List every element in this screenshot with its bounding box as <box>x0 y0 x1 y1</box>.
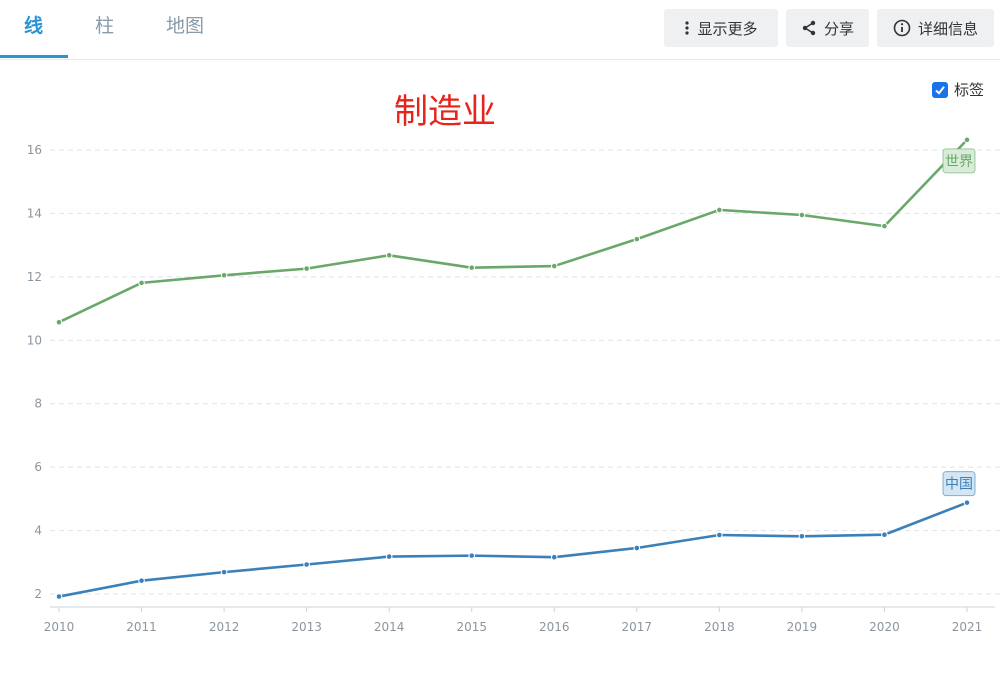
data-point <box>220 271 228 279</box>
data-point <box>881 531 888 538</box>
share-icon <box>801 20 817 36</box>
data-point <box>55 593 63 600</box>
tab-map[interactable]: 地图 <box>166 15 205 37</box>
x-tick-label: 2020 <box>869 620 900 634</box>
series-end-label: 世界 <box>945 154 973 170</box>
x-tick-label: 2012 <box>209 620 240 634</box>
x-tick-label: 2019 <box>787 620 818 634</box>
active-tab-indicator <box>0 55 68 58</box>
x-tick-label: 2015 <box>456 620 487 634</box>
data-point <box>385 553 393 560</box>
show-more-button[interactable]: 显示更多 <box>664 9 778 47</box>
series-line <box>58 138 968 324</box>
y-tick-label: 12 <box>27 270 42 284</box>
labels-checkbox[interactable] <box>932 81 948 98</box>
data-point <box>468 264 476 271</box>
data-point <box>138 279 145 287</box>
y-tick-label: 14 <box>27 206 42 220</box>
data-point <box>550 262 558 270</box>
data-point <box>303 265 310 272</box>
data-point <box>55 318 63 326</box>
data-point <box>468 552 476 559</box>
x-tick-label: 2011 <box>126 620 157 634</box>
series-end-label: 中国 <box>945 477 973 493</box>
data-point <box>963 499 971 506</box>
x-tick-label: 2010 <box>44 620 75 634</box>
details-label: 详细信息 <box>917 19 978 38</box>
info-icon <box>893 19 911 37</box>
x-tick-label: 2021 <box>952 620 983 634</box>
chart-title: 制造业 <box>394 92 496 132</box>
tab-bar[interactable]: 柱 <box>95 15 115 37</box>
data-point <box>633 544 641 552</box>
more-vertical-icon <box>684 20 690 36</box>
x-tick-label: 2013 <box>291 620 322 634</box>
data-point <box>138 577 145 584</box>
data-point <box>716 206 723 214</box>
data-point <box>798 532 806 540</box>
data-point <box>633 235 641 243</box>
y-tick-label: 10 <box>27 333 42 347</box>
series-end-label-box <box>942 471 976 497</box>
tab-line[interactable]: 线 <box>24 15 44 37</box>
show-more-label: 显示更多 <box>697 19 758 38</box>
data-point <box>963 136 971 144</box>
y-tick-label: 8 <box>34 397 42 411</box>
data-point <box>798 211 806 219</box>
data-point <box>881 222 888 230</box>
y-tick-label: 16 <box>27 143 42 157</box>
data-point <box>716 531 723 539</box>
y-tick-label: 2 <box>34 587 42 601</box>
x-tick-label: 2017 <box>622 620 653 634</box>
series-line <box>58 501 968 598</box>
details-button[interactable]: 详细信息 <box>877 9 994 47</box>
top-bar: 线 柱 地图 显示更多 分享 详细信息 <box>0 0 1000 60</box>
y-tick-label: 4 <box>34 524 42 538</box>
labels-toggle-label: 标签 <box>954 81 985 99</box>
x-tick-label: 2016 <box>539 620 570 634</box>
x-tick-label: 2014 <box>374 620 405 634</box>
data-point <box>385 251 393 259</box>
data-point <box>550 553 558 561</box>
data-point <box>303 561 310 568</box>
share-button[interactable]: 分享 <box>786 9 869 47</box>
x-tick-label: 2018 <box>704 620 735 634</box>
y-tick-label: 6 <box>34 460 42 474</box>
share-label: 分享 <box>823 19 854 38</box>
data-point <box>220 568 228 576</box>
labels-toggle[interactable]: 标签 <box>932 79 984 100</box>
series-end-label-box <box>942 148 976 174</box>
